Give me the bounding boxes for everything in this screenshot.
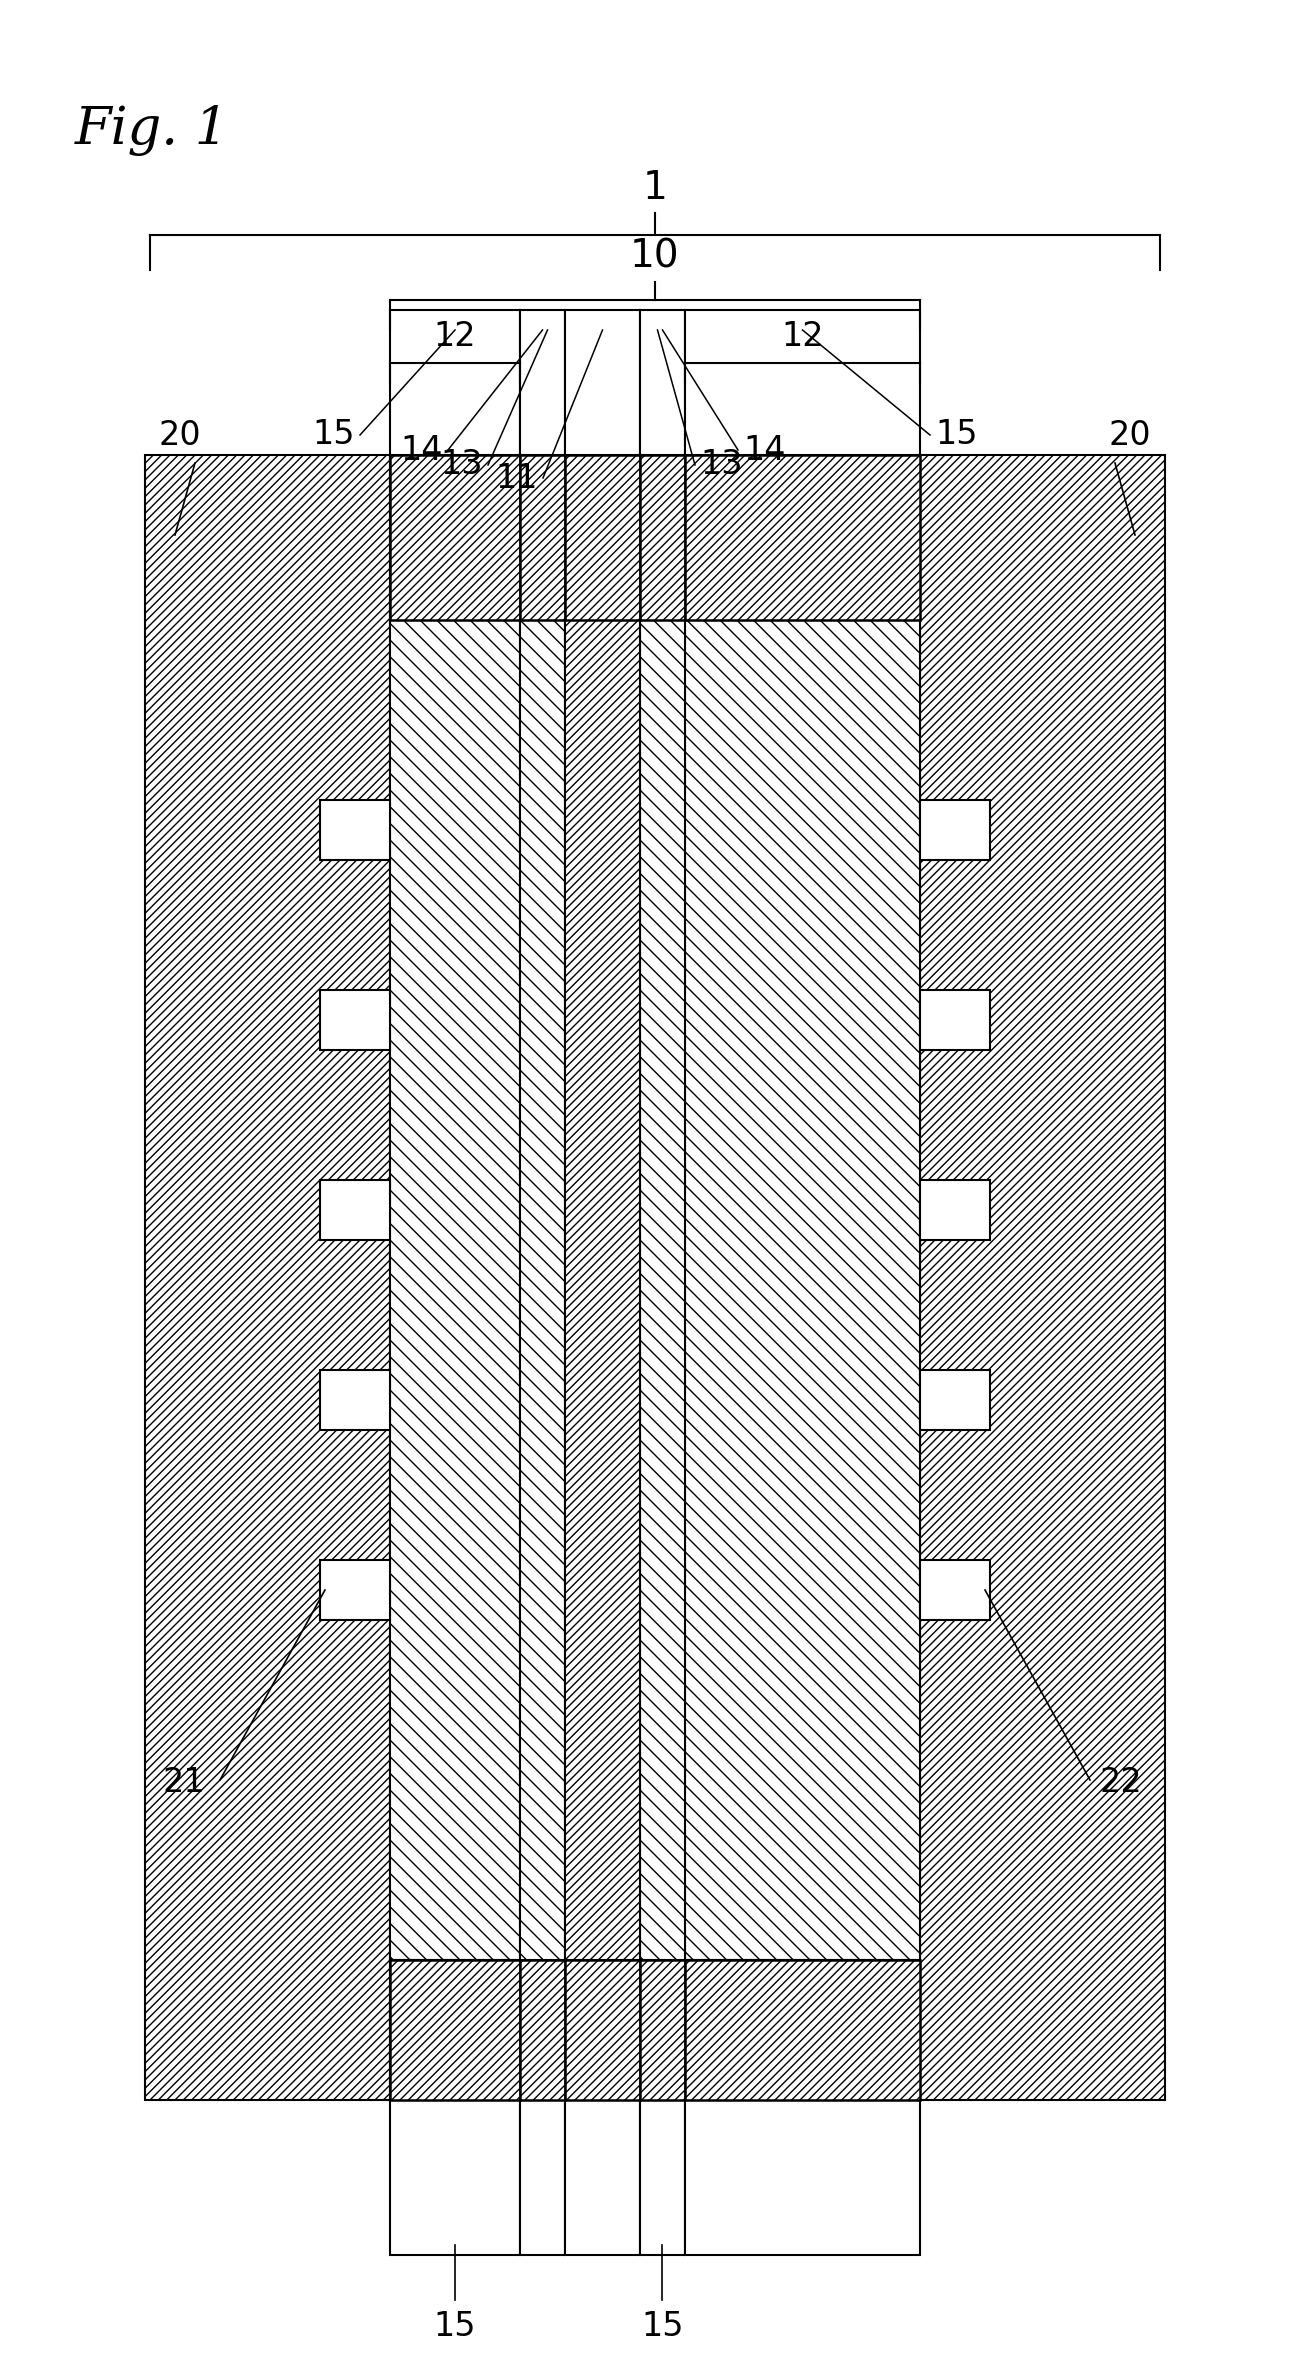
Bar — [389, 2099, 520, 2256]
Bar — [565, 1959, 640, 2099]
Bar — [565, 619, 640, 1959]
Bar — [389, 455, 520, 619]
Bar — [320, 989, 389, 1051]
Bar — [640, 619, 686, 1959]
Bar — [146, 455, 389, 2099]
Bar — [520, 2099, 565, 2256]
Bar — [920, 1179, 990, 1241]
Bar — [920, 1371, 990, 1430]
Text: 14: 14 — [743, 434, 785, 467]
Text: 13: 13 — [440, 448, 482, 482]
Bar — [389, 455, 920, 619]
Text: 10: 10 — [631, 237, 680, 275]
Bar — [389, 1959, 520, 2099]
Text: 21: 21 — [163, 1765, 205, 1798]
Bar — [920, 455, 1165, 2099]
Text: 1: 1 — [642, 168, 667, 206]
Text: 11: 11 — [496, 463, 538, 493]
Bar — [320, 1371, 389, 1430]
Text: 15: 15 — [641, 2310, 684, 2344]
Bar — [320, 1561, 389, 1620]
Bar — [686, 1959, 920, 2099]
Text: 13: 13 — [700, 448, 742, 482]
Text: 20: 20 — [159, 420, 202, 453]
Text: 15: 15 — [935, 417, 978, 451]
Bar — [565, 2099, 640, 2256]
Text: 14: 14 — [400, 434, 443, 467]
Text: 12: 12 — [434, 320, 476, 353]
Bar — [686, 455, 920, 619]
Text: 12: 12 — [781, 320, 823, 353]
Bar — [520, 1959, 565, 2099]
Bar — [920, 799, 990, 861]
Bar — [520, 455, 565, 619]
Bar — [686, 311, 920, 455]
Bar — [920, 1561, 990, 1620]
Bar — [640, 455, 686, 619]
Bar — [920, 989, 990, 1051]
Bar — [389, 311, 520, 455]
Bar — [640, 311, 686, 455]
Text: 15: 15 — [312, 417, 355, 451]
Text: 15: 15 — [434, 2310, 476, 2344]
Bar — [565, 455, 640, 619]
Bar — [389, 1959, 920, 2099]
Text: 20: 20 — [1109, 420, 1151, 453]
Bar — [565, 311, 640, 455]
Bar — [640, 2099, 686, 2256]
Bar — [320, 1179, 389, 1241]
Bar — [320, 799, 389, 861]
Text: 22: 22 — [1100, 1765, 1143, 1798]
Bar — [686, 2099, 920, 2256]
Text: Fig. 1: Fig. 1 — [75, 104, 229, 157]
Bar — [389, 619, 520, 1959]
Bar — [520, 311, 565, 455]
Bar — [640, 1959, 686, 2099]
Bar — [520, 619, 565, 1959]
Bar — [686, 619, 920, 1959]
